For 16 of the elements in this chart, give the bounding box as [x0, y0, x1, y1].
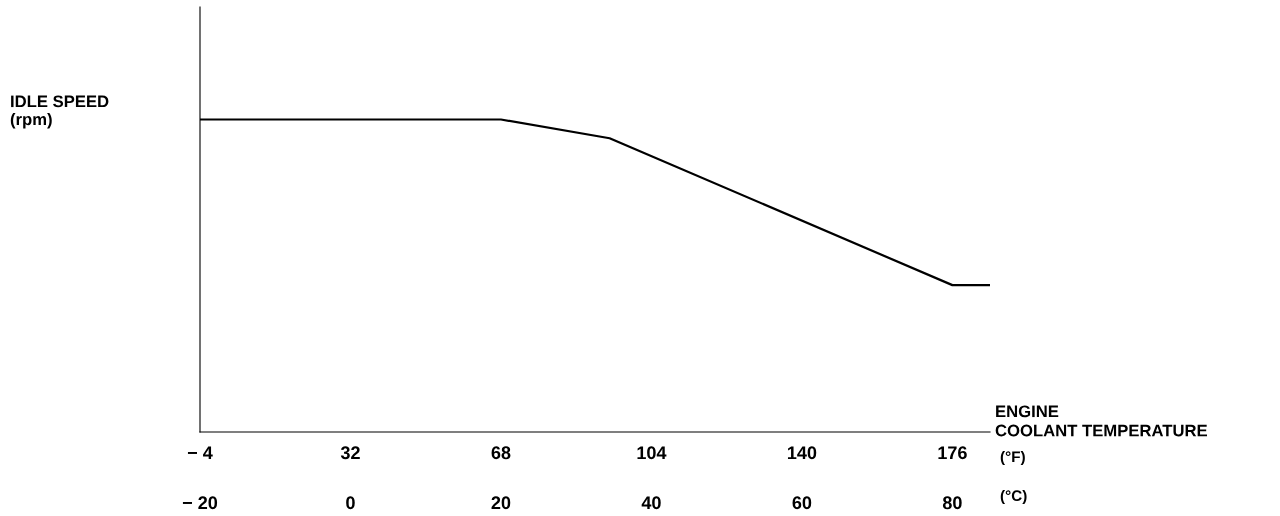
y-axis-title: IDLE SPEED (rpm) — [10, 95, 109, 129]
x2-tick-label: − 20 — [182, 496, 218, 510]
text: (°F) — [1000, 450, 1025, 466]
text: (°C) — [1000, 489, 1027, 505]
x-axis-title: ENGINE COOLANT TEMPERATURE — [995, 405, 1207, 437]
x-tick-label: 32 — [340, 446, 360, 460]
x2-tick-label: 60 — [792, 496, 812, 510]
x-tick-label: 68 — [491, 446, 511, 460]
x2-tick-label: 0 — [346, 496, 355, 510]
x2-tick-label: 40 — [641, 496, 661, 510]
x2-tick-label: 20 — [491, 496, 511, 510]
x2-tick-label: 80 — [942, 496, 962, 510]
x-tick-label: 140 — [787, 446, 817, 460]
x-tick-label: 176 — [938, 446, 967, 460]
x-tick-label: − 4 — [187, 446, 213, 459]
x-tick-label: 104 — [637, 446, 667, 460]
